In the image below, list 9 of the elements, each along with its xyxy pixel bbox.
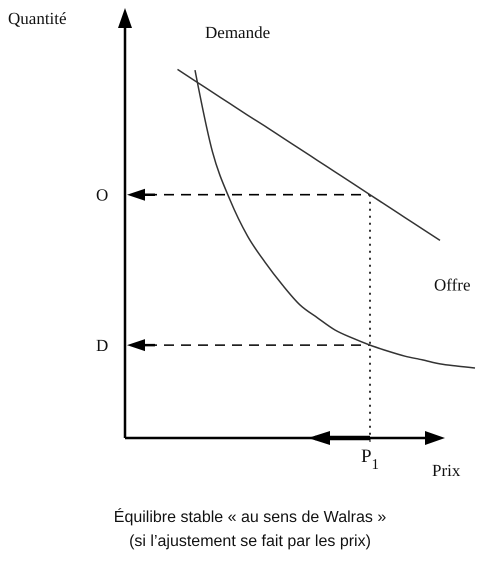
ref-line-label: O <box>96 186 108 205</box>
text: (si l’ajustement se fait par les prix) <box>129 533 371 550</box>
series-label: Demande <box>205 23 270 42</box>
text: Offre <box>434 275 470 294</box>
text: Équilibre stable « au sens de Walras » <box>114 508 386 526</box>
text: P$_{1}$ <box>360 446 380 473</box>
y-axis-title: Quantité <box>8 9 67 28</box>
x-axis-title: Prix <box>432 461 461 480</box>
ref-line-label: D <box>96 336 108 356</box>
